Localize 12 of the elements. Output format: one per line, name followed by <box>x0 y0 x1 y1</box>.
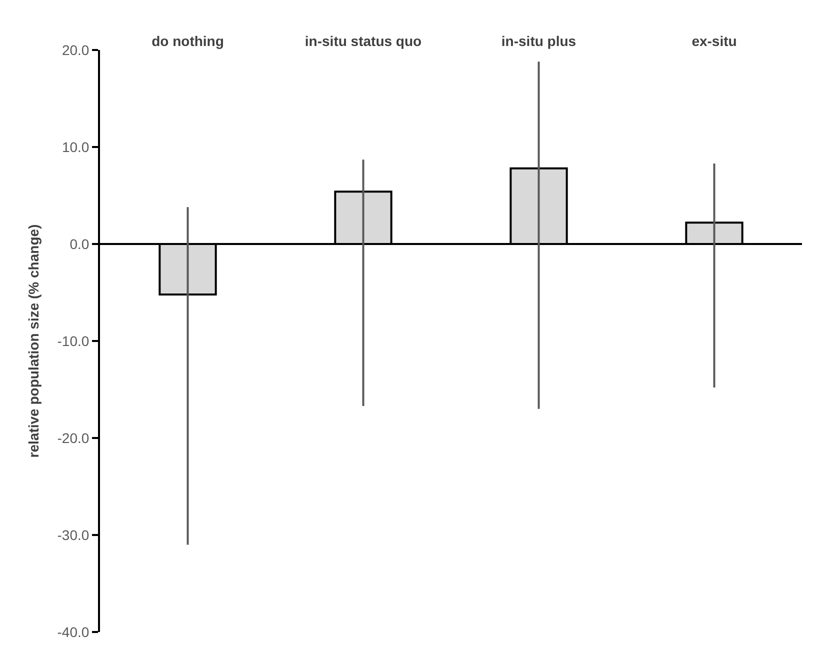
x-tick-label: in-situ status quo <box>304 33 422 50</box>
y-tick-label: 10.0 <box>62 138 90 155</box>
y-tick-label: -20.0 <box>57 430 90 446</box>
y-tick-label: -30.0 <box>57 526 90 543</box>
x-tick-label: in-situ plus <box>501 33 576 50</box>
y-tick-label: 0.0 <box>70 236 90 252</box>
y-axis-title: relative population size (% change) <box>25 224 42 458</box>
x-tick-label: ex-situ <box>692 33 737 50</box>
y-tick-label: -10.0 <box>57 332 90 349</box>
y-tick-label: 20.0 <box>62 42 90 58</box>
y-tick-label: -40.0 <box>57 624 90 640</box>
x-tick-label: do nothing <box>152 33 224 50</box>
